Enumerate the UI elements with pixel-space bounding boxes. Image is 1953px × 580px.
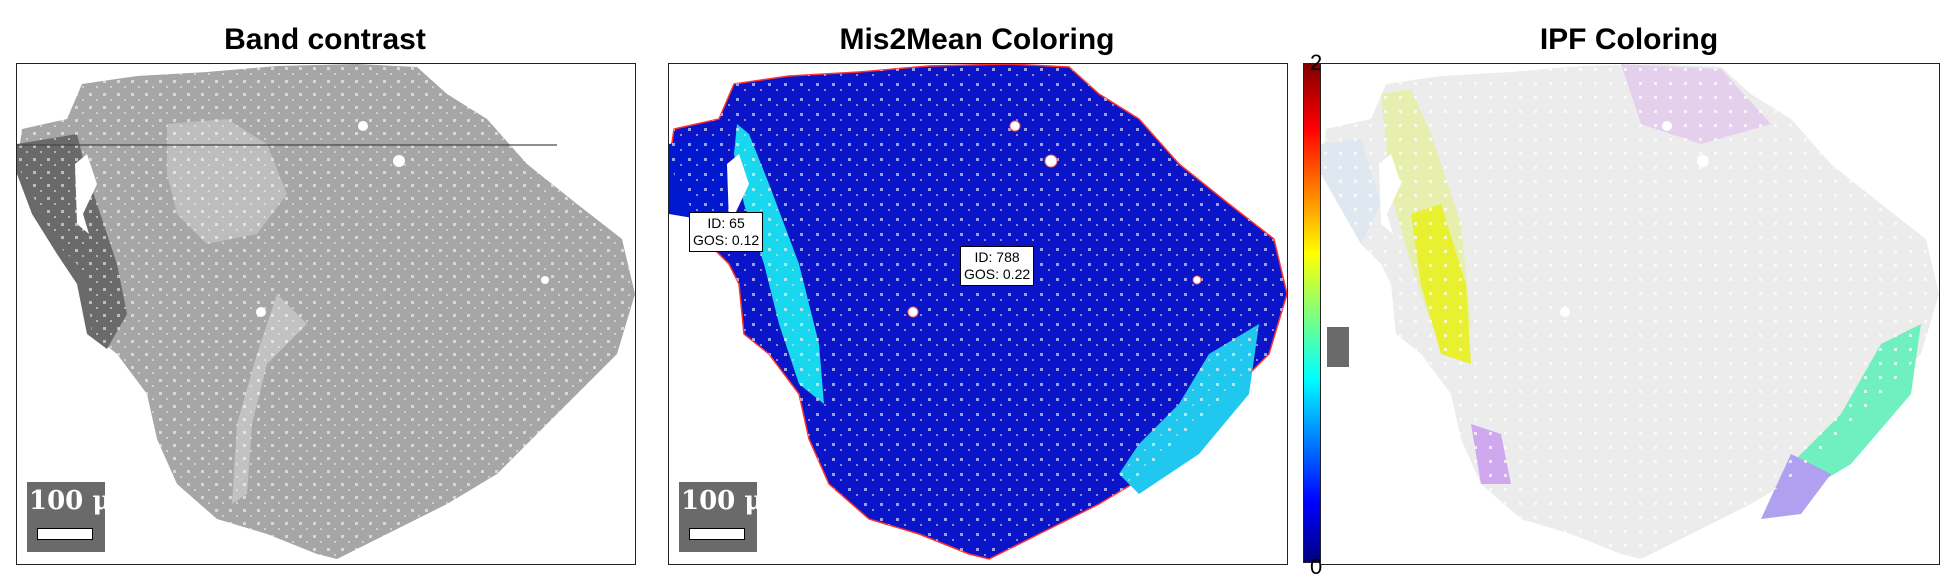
grain-label-65: ID: 65 GOS: 0.12: [689, 212, 763, 252]
scale-bar: 100 μm: [27, 482, 105, 552]
panel-title-mis2mean: Mis2Mean Coloring: [668, 20, 1286, 60]
panel-title-ipf: IPF Coloring: [1320, 20, 1938, 60]
band-contrast-image: [17, 64, 635, 564]
scale-bar-fragment: [1327, 327, 1349, 367]
scale-bar-label: 100 μm: [29, 486, 105, 516]
band-contrast-map: 100 μm: [16, 63, 636, 565]
grain-label-788-gos: GOS: 0.22: [964, 266, 1030, 283]
mis2mean-image: [669, 64, 1287, 564]
scale-bar-label: 100 μm: [681, 486, 757, 516]
grain-label-65-gos: GOS: 0.12: [693, 232, 759, 249]
scale-bar-line: [689, 528, 745, 540]
grain-label-788-id: ID: 788: [964, 249, 1030, 266]
ipf-image: [1321, 64, 1939, 564]
grain-label-788: ID: 788 GOS: 0.22: [960, 246, 1034, 286]
scale-bar-line: [37, 528, 93, 540]
grain-label-65-id: ID: 65: [693, 215, 759, 232]
panel-title-band-contrast: Band contrast: [16, 20, 634, 60]
mis2mean-map: ID: 65 GOS: 0.12 ID: 788 GOS: 0.22 100 μ…: [668, 63, 1288, 565]
ipf-map: [1320, 63, 1940, 565]
scale-bar: 100 μm: [679, 482, 757, 552]
